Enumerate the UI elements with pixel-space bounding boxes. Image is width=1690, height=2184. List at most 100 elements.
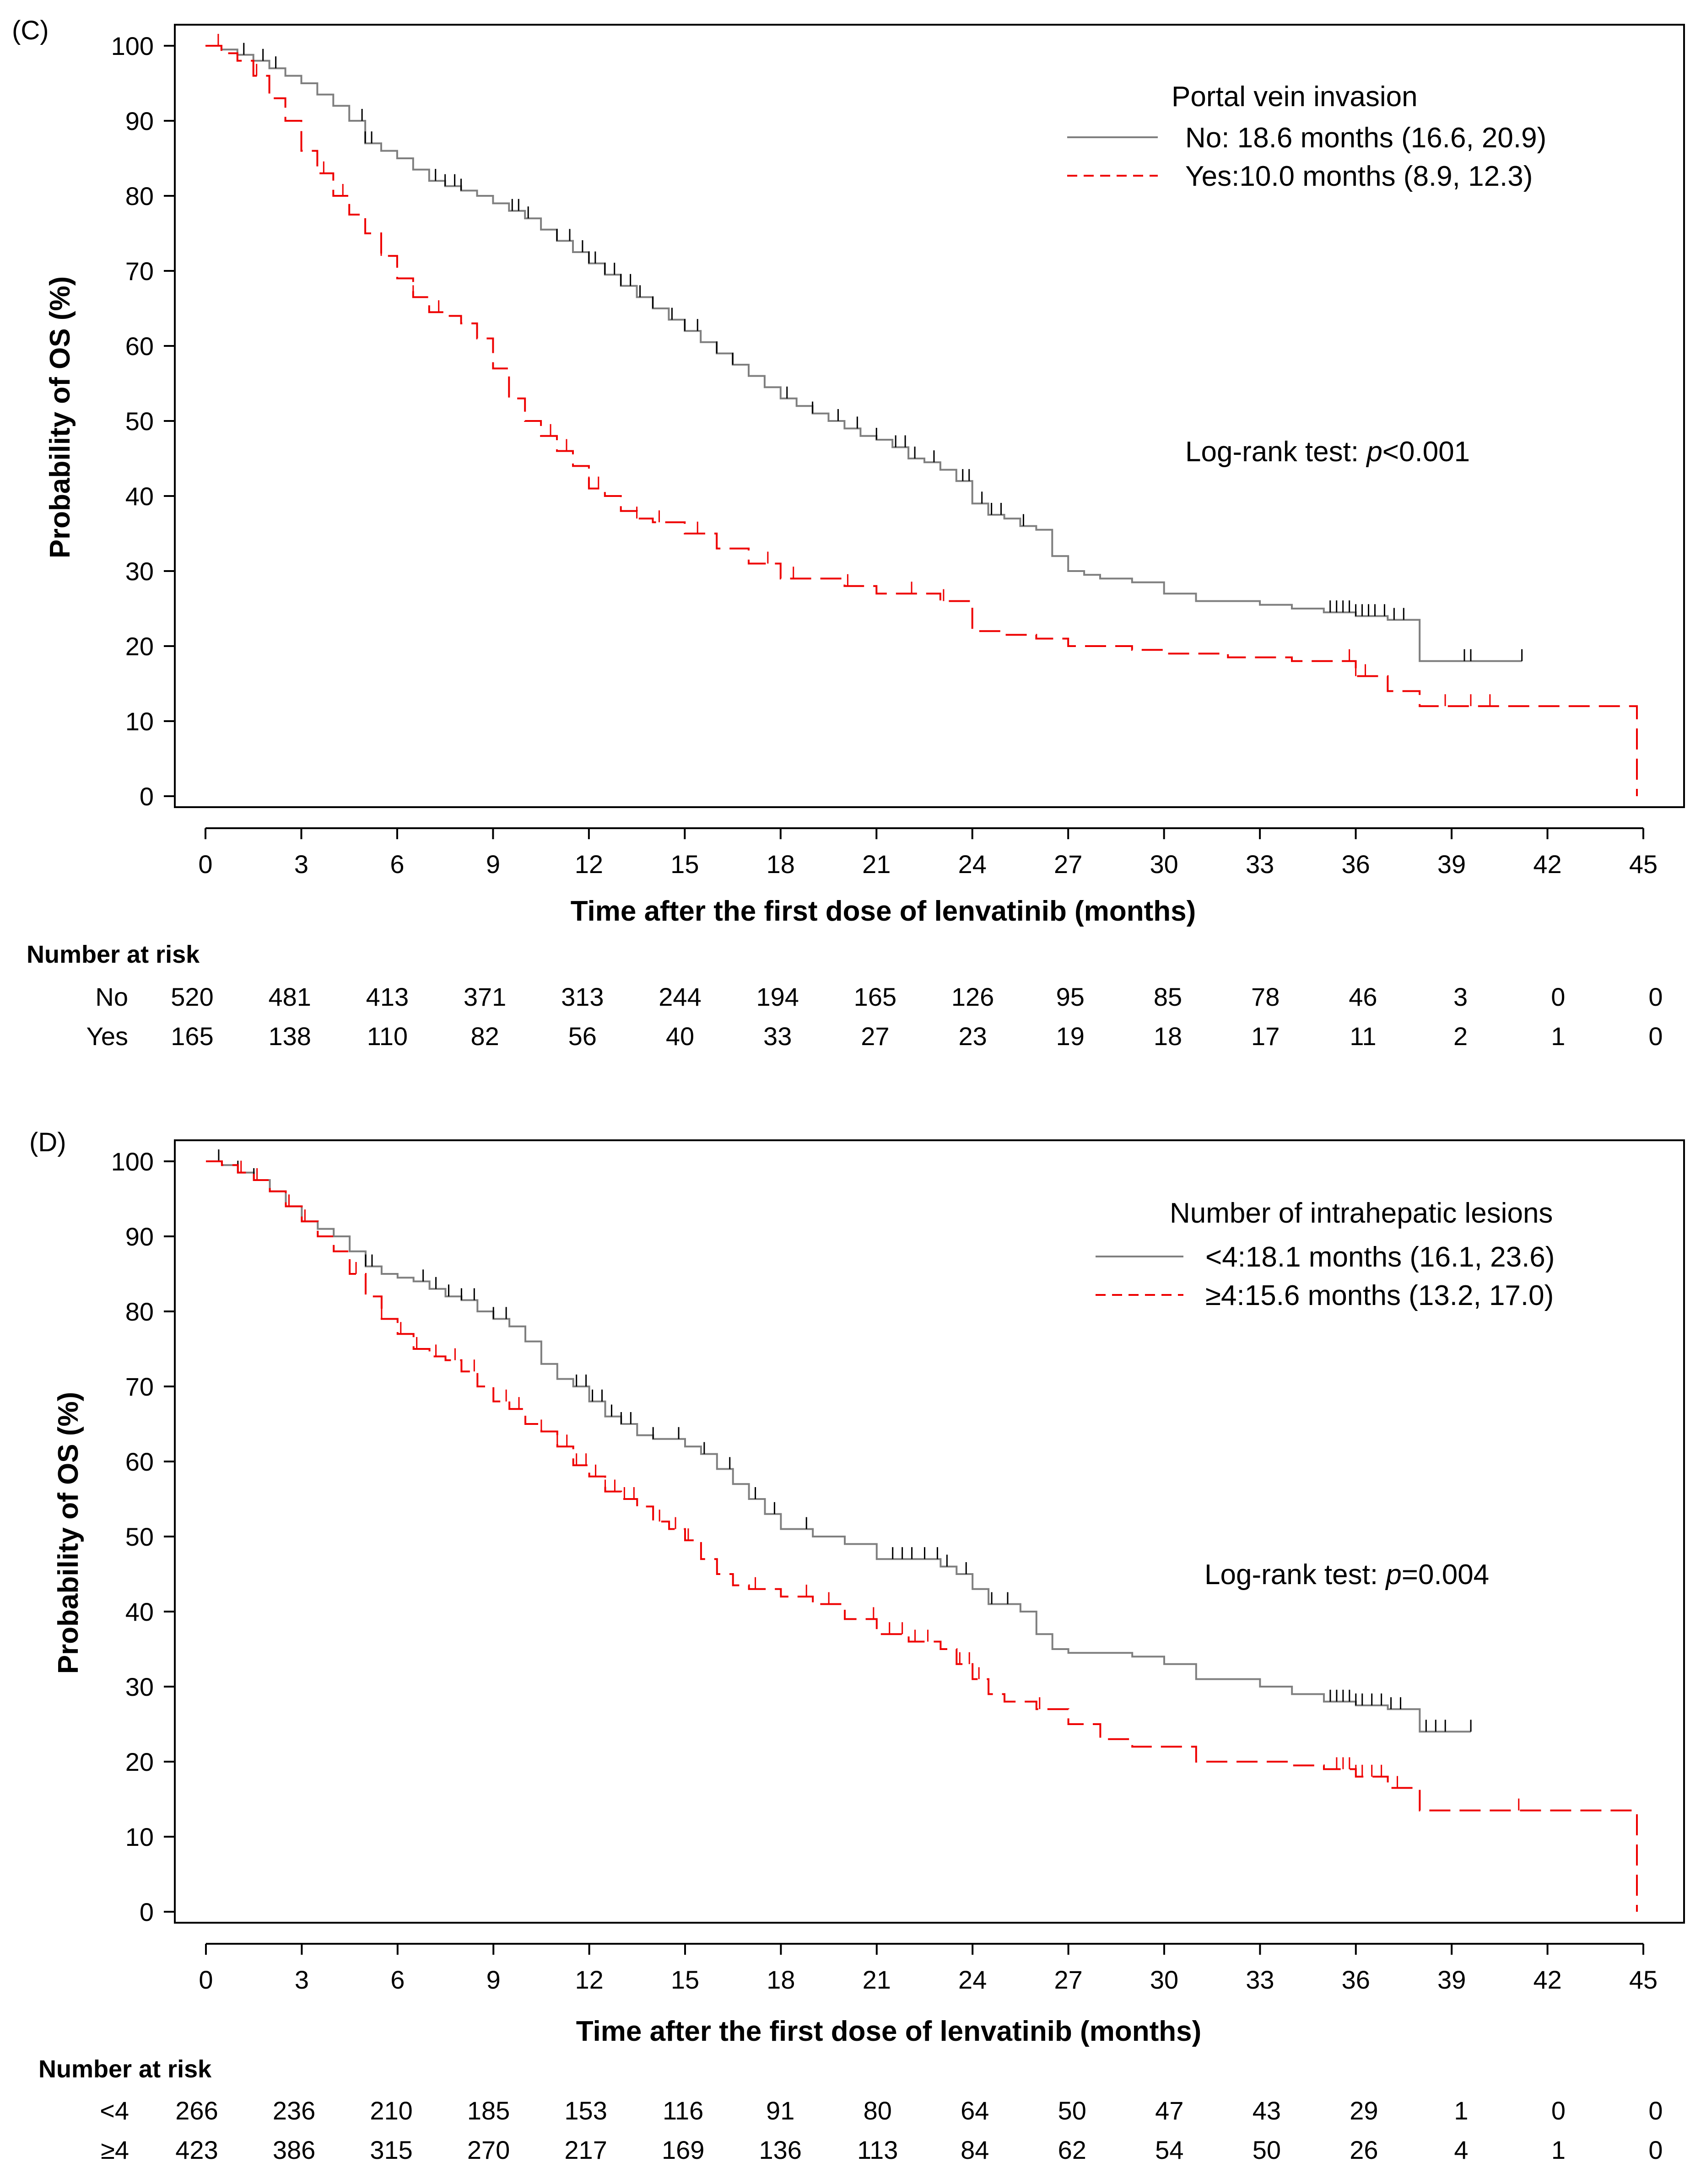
risk-value: 371 [464, 982, 506, 1011]
risk-value: 82 [470, 1022, 499, 1051]
risk-value: 210 [370, 2096, 412, 2125]
x-tick-label: 39 [1437, 1965, 1466, 1994]
risk-value: 136 [759, 2135, 801, 2164]
legend-entry-lt4: <4:18.1 months (16.1, 23.6) [1205, 1241, 1555, 1273]
y-axis: 0 10 20 30 40 50 60 70 80 90 100 [111, 1147, 175, 1926]
x-tick-label: 9 [486, 850, 500, 879]
risk-row-label: No [95, 982, 128, 1011]
risk-value: 194 [756, 982, 799, 1011]
y-tick-label: 10 [125, 707, 154, 736]
risk-value: 138 [268, 1022, 311, 1051]
risk-value: 185 [467, 2096, 510, 2125]
risk-value: 62 [1058, 2135, 1086, 2164]
risk-value: 0 [1551, 982, 1565, 1011]
risk-value: 0 [1648, 982, 1663, 1011]
risk-value: 56 [568, 1022, 597, 1051]
y-tick-label: 30 [125, 1672, 154, 1701]
x-tick-label: 18 [767, 1965, 795, 1994]
x-tick-label: 33 [1246, 1965, 1274, 1994]
x-tick-label: 3 [294, 850, 308, 879]
y-axis-title: Probability of OS (%) [44, 276, 76, 559]
y-tick-label: 10 [125, 1823, 154, 1851]
risk-value: 386 [273, 2135, 315, 2164]
x-tick-label: 21 [863, 1965, 891, 1994]
y-tick-label: 70 [125, 257, 154, 286]
risk-value: 26 [1350, 2135, 1378, 2164]
x-tick-label: 42 [1533, 850, 1561, 879]
risk-value: 46 [1349, 982, 1377, 1011]
risk-value: 217 [564, 2135, 607, 2164]
risk-value: 33 [763, 1022, 792, 1051]
logrank-annotation: Log-rank test: p=0.004 [1204, 1559, 1489, 1591]
km-curve-group2 [206, 1160, 1638, 1912]
risk-value: 1 [1551, 2135, 1566, 2164]
y-tick-label: 20 [125, 1747, 154, 1776]
risk-value: 19 [1056, 1022, 1085, 1051]
x-tick-label: 36 [1341, 850, 1370, 879]
panel-label: (D) [29, 1127, 66, 1157]
risk-value: 153 [564, 2096, 607, 2125]
risk-value: 126 [951, 982, 994, 1011]
x-tick-label: 39 [1437, 850, 1466, 879]
y-tick-label: 70 [125, 1372, 154, 1401]
risk-value: 40 [666, 1022, 694, 1051]
risk-value: 116 [663, 2096, 703, 2125]
risk-value: 4 [1454, 2135, 1468, 2164]
risk-value: 0 [1551, 2096, 1566, 2125]
risk-value: 1 [1551, 1022, 1565, 1051]
risk-value: 47 [1155, 2096, 1183, 2125]
legend-entry-yes: Yes:10.0 months (8.9, 12.3) [1185, 161, 1533, 192]
risk-value: 29 [1350, 2096, 1378, 2125]
legend: Portal vein invasion No: 18.6 months (16… [1067, 81, 1546, 192]
risk-value: 110 [367, 1022, 408, 1051]
risk-row-label: Yes [86, 1022, 128, 1051]
risk-value: 169 [662, 2135, 704, 2164]
x-axis-title: Time after the first dose of lenvatinib … [571, 895, 1196, 927]
risk-value: 85 [1154, 982, 1182, 1011]
legend-entry-ge4: ≥4:15.6 months (13.2, 17.0) [1205, 1280, 1554, 1311]
risk-value: 113 [857, 2135, 898, 2164]
y-tick-label: 80 [125, 182, 154, 210]
risk-value: 423 [175, 2135, 218, 2164]
x-tick-label: 45 [1629, 1965, 1658, 1994]
risk-value: 91 [766, 2096, 794, 2125]
x-tick-label: 27 [1054, 1965, 1082, 1994]
risk-value: 78 [1251, 982, 1280, 1011]
legend-entry-no: No: 18.6 months (16.6, 20.9) [1185, 122, 1546, 154]
y-axis: 0 10 20 30 40 50 60 70 80 90 100 [111, 32, 175, 811]
legend-title: Number of intrahepatic lesions [1170, 1197, 1553, 1229]
logrank-prefix: Log-rank test: [1204, 1559, 1386, 1591]
risk-table-title: Number at risk [27, 941, 200, 968]
risk-row-label: <4 [100, 2096, 129, 2125]
risk-value: 0 [1648, 2135, 1663, 2164]
risk-value: 17 [1251, 1022, 1280, 1051]
x-tick-label: 6 [390, 850, 404, 879]
risk-value: 50 [1253, 2135, 1281, 2164]
x-tick-label: 3 [295, 1965, 309, 1994]
x-tick-label: 24 [958, 1965, 987, 1994]
x-tick-label: 6 [390, 1965, 405, 1994]
panel-label: (C) [12, 16, 49, 45]
legend: Number of intrahepatic lesions <4:18.1 m… [1096, 1197, 1555, 1311]
risk-value: 165 [854, 982, 896, 1011]
km-curve-group1 [205, 45, 1522, 662]
x-tick-label: 33 [1246, 850, 1274, 879]
legend-title: Portal vein invasion [1172, 81, 1418, 113]
x-axis: 0 3 6 9 12 15 18 21 24 27 30 33 36 39 42 45 [199, 1943, 1658, 1994]
x-tick-label: 9 [486, 1965, 501, 1994]
x-axis-title: Time after the first dose of lenvatinib … [576, 2016, 1201, 2047]
plot-frame [174, 24, 1685, 808]
y-tick-label: 60 [125, 1447, 154, 1476]
x-tick-label: 42 [1533, 1965, 1561, 1994]
logrank-p: p [1366, 436, 1382, 468]
risk-value: 64 [961, 2096, 989, 2125]
x-tick-label: 30 [1150, 850, 1178, 879]
plot-frame [174, 1139, 1685, 1924]
y-tick-label: 50 [125, 407, 154, 436]
risk-value: 84 [961, 2135, 989, 2164]
y-tick-label: 40 [125, 482, 154, 511]
y-tick-label: 50 [125, 1522, 154, 1551]
risk-value: 520 [171, 982, 213, 1011]
risk-value: 23 [958, 1022, 987, 1051]
